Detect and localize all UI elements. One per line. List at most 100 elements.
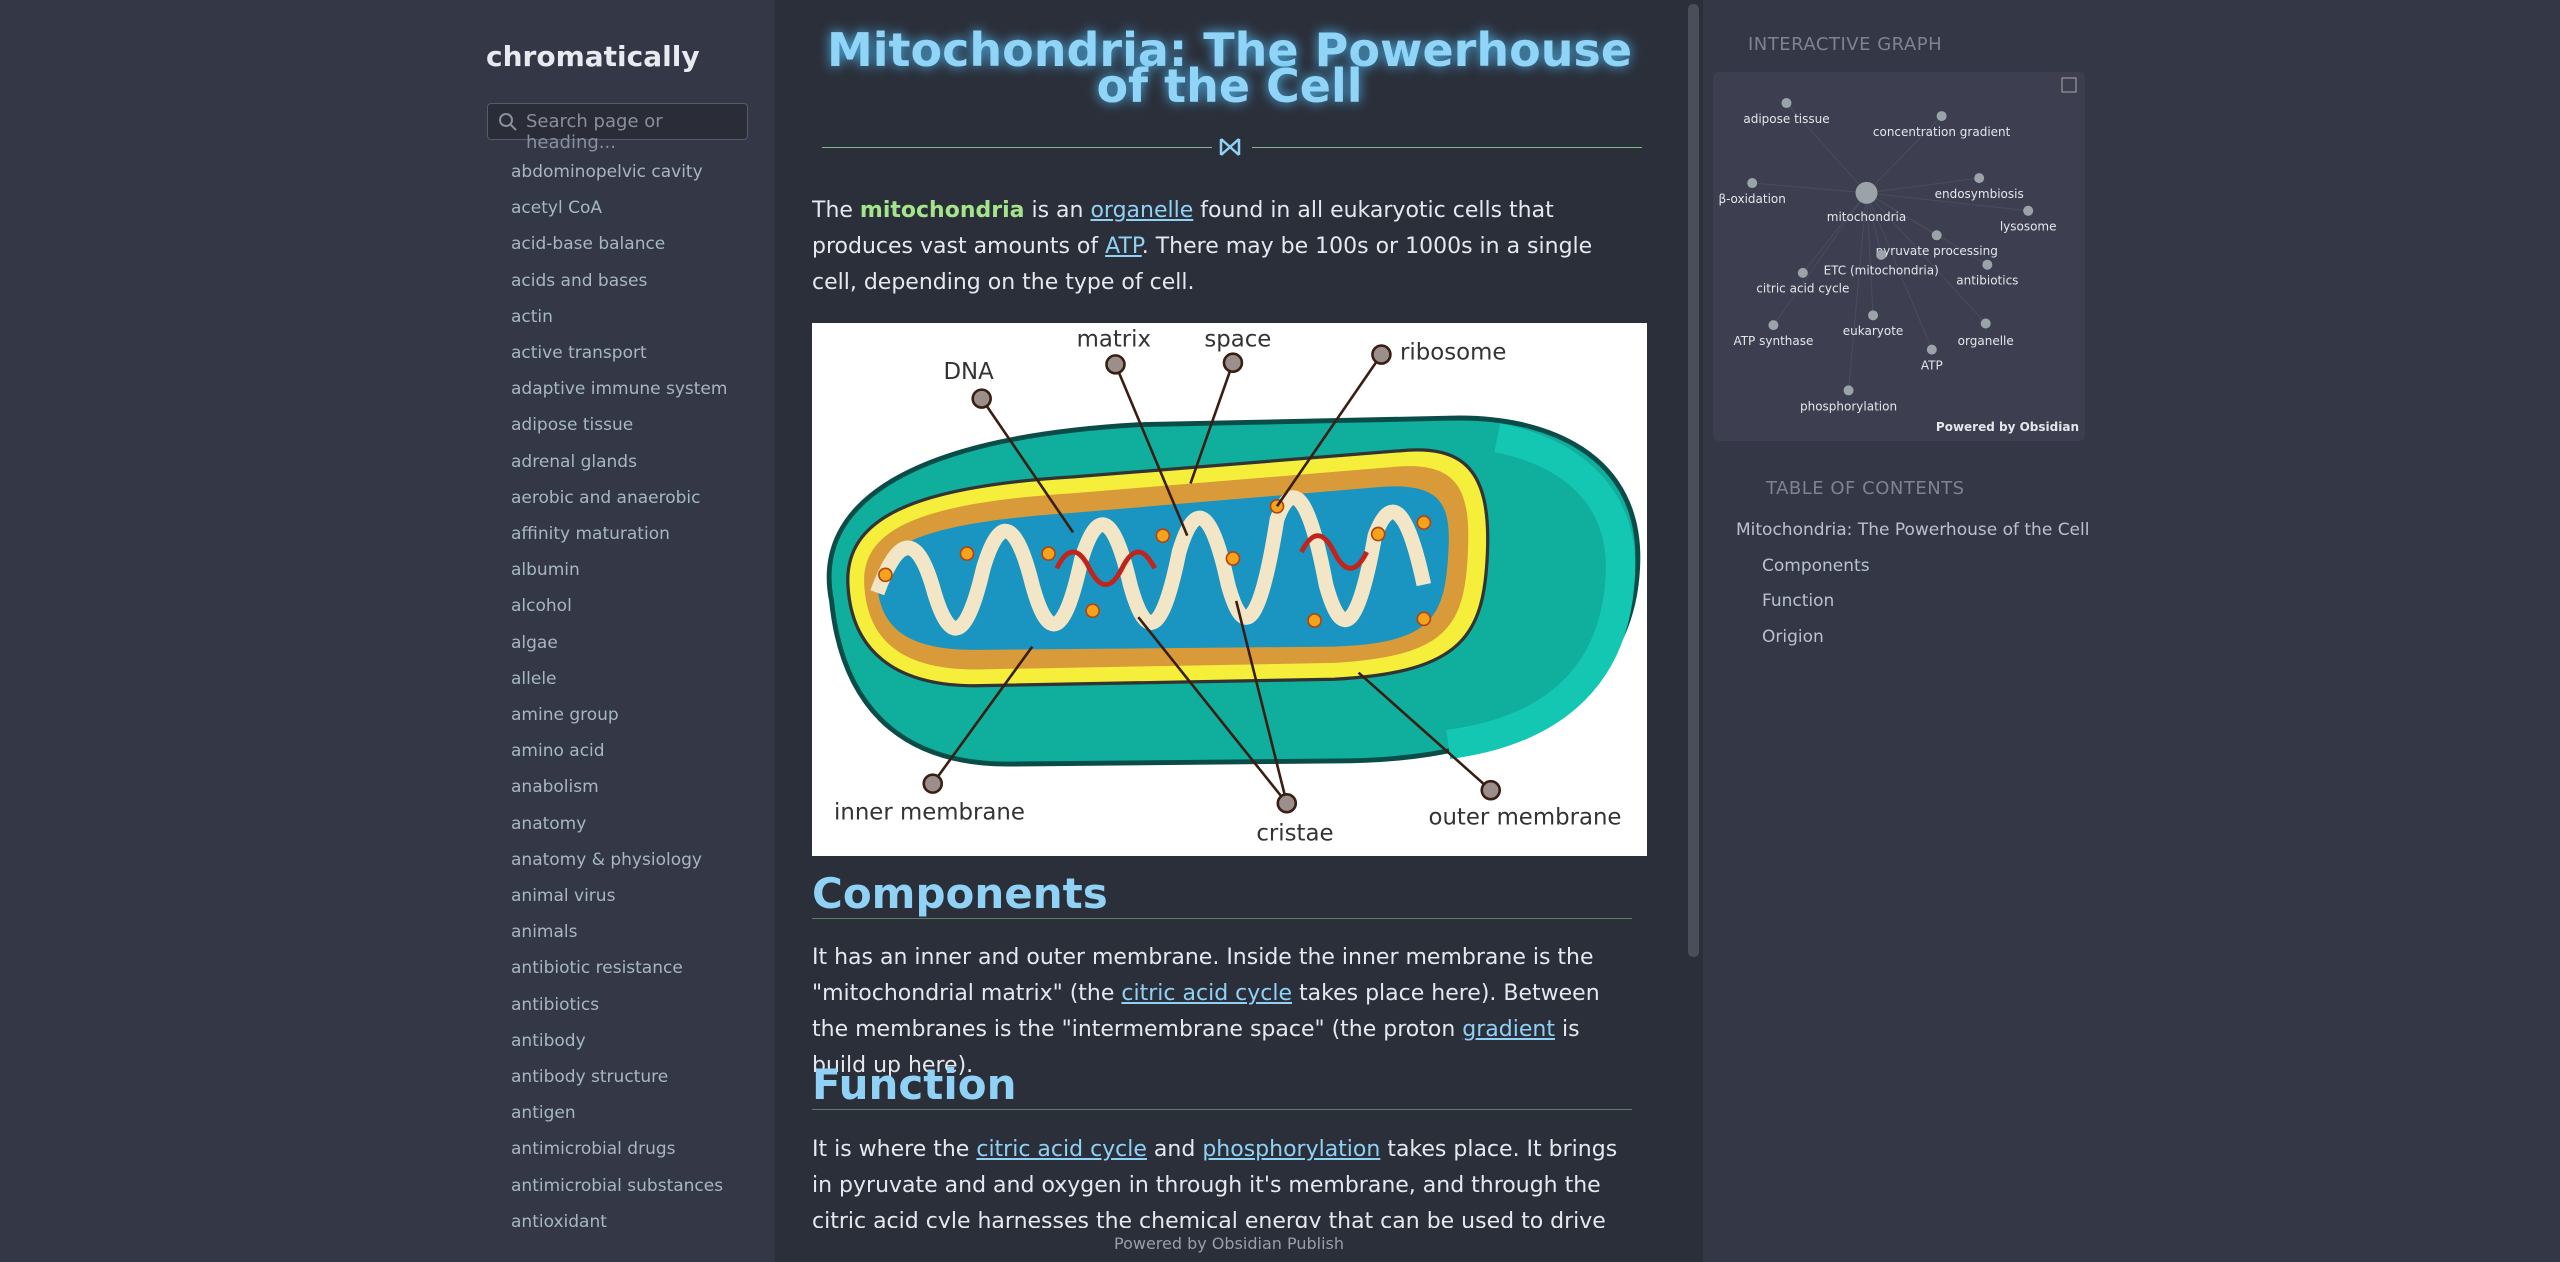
link[interactable]: citric acid cycle: [976, 1137, 1147, 1162]
figure: DNA matrix space ribosome inner membrane…: [812, 323, 1647, 856]
toc-item[interactable]: Function: [1762, 591, 1835, 611]
graph-node: [1980, 318, 1991, 329]
text: and: [1146, 1137, 1203, 1162]
graph-node: [1868, 310, 1879, 321]
expand-button[interactable]: [2061, 77, 2077, 93]
section-heading: Components: [812, 870, 1632, 919]
text: It has an inner and outer membrane. Insi…: [812, 945, 1594, 1006]
search-icon: [499, 113, 517, 131]
graph-node: [1797, 267, 1808, 278]
nav-item[interactable]: actin: [511, 306, 553, 327]
figure-label: space: [1204, 326, 1271, 352]
text: is build up here).: [812, 1017, 1580, 1078]
nav-item[interactable]: animal virus: [511, 886, 616, 906]
link[interactable]: phosphorylation: [1202, 1137, 1381, 1162]
link[interactable]: ATP: [1105, 234, 1142, 259]
graph-node: [1747, 178, 1758, 189]
graph-node: [1855, 181, 1878, 204]
nav-item[interactable]: allele: [511, 668, 557, 689]
graph-edge: [1848, 192, 1867, 391]
nav-item[interactable]: antibiotic resistance: [511, 958, 683, 979]
graph-node-label: pyruvate processing: [1876, 244, 1998, 258]
nav-item[interactable]: anatomy & physiology: [511, 849, 702, 870]
nav-item[interactable]: antimicrobial substances: [511, 1175, 724, 1196]
toc-item[interactable]: Mitochondria: The Powerhouse of the Cell: [1736, 520, 2090, 540]
link[interactable]: organelle: [1090, 198, 1194, 223]
text: found in all eukaryotic cells that produ…: [812, 198, 1554, 259]
graph-node-label: endosymbiosis: [1935, 187, 2024, 201]
scrollbar[interactable]: [1688, 4, 1699, 957]
graph-node-label: β-oxidation: [1719, 192, 1786, 206]
graph-edge: [1786, 102, 1867, 194]
graph-node: [1931, 230, 1942, 241]
graph-node-label: ATP synthase: [1733, 334, 1813, 348]
figure-label: outer membrane: [1429, 804, 1622, 830]
graph-node: [1936, 111, 1947, 122]
nav-item[interactable]: antibody: [511, 1030, 586, 1051]
nav-item[interactable]: antigen: [511, 1103, 576, 1124]
nav-item[interactable]: algae: [511, 632, 558, 653]
nav-item[interactable]: amine group: [511, 705, 619, 725]
nav-item[interactable]: anatomy: [511, 813, 587, 834]
graph-edge: [1866, 192, 2029, 212]
graph-edge: [1866, 192, 1933, 350]
toc-title: TABLE OF CONTENTS: [1766, 478, 1965, 499]
graph-node-label: organelle: [1958, 334, 2014, 348]
graph-edge: [1866, 192, 1988, 266]
text: The: [812, 198, 860, 223]
nav-item[interactable]: animals: [511, 922, 578, 943]
graph-node-label: mitochondria: [1827, 210, 1906, 224]
toc-item[interactable]: Components: [1762, 556, 1870, 576]
graph-node: [1781, 98, 1792, 109]
nav-item[interactable]: alcohol: [511, 596, 572, 617]
graph-node-label: antibiotics: [1956, 274, 2018, 288]
nav-item[interactable]: antimicrobial drugs: [511, 1139, 676, 1160]
graph-node-label: ETC (mitochondria): [1824, 264, 1939, 278]
graph-node-label: lysosome: [2000, 220, 2057, 234]
graph-edge: [1802, 192, 1867, 274]
section-heading: Function: [812, 1061, 1632, 1110]
nav-item[interactable]: anabolism: [511, 777, 599, 798]
graph-node: [1768, 320, 1779, 331]
nav-item[interactable]: adipose tissue: [511, 415, 634, 436]
nav-item[interactable]: abdominopelvic cavity: [511, 162, 703, 182]
nav-item[interactable]: acetyl CoA: [511, 198, 602, 219]
figure-label: matrix: [1077, 326, 1151, 352]
graph-node: [1926, 344, 1937, 355]
search-box[interactable]: Search page or heading...: [487, 103, 748, 153]
nav-item[interactable]: adaptive immune system: [511, 379, 728, 400]
figure-label: ribosome: [1400, 339, 1506, 365]
toc-item[interactable]: Origion: [1762, 627, 1824, 647]
graph-edge: [1866, 177, 1980, 194]
graph-node: [1876, 249, 1887, 260]
graph-canvas: adipose tissue concentration gradient β-ox…: [1719, 77, 2079, 434]
nav-item[interactable]: active transport: [511, 343, 647, 363]
sidebar: chromatically Search page or heading... …: [0, 0, 775, 1262]
nav-item[interactable]: albumin: [511, 560, 580, 581]
link[interactable]: gradient: [1462, 1017, 1555, 1042]
footer: Powered by Obsidian Publish: [1113, 1234, 1344, 1253]
graph-node: [1974, 173, 1985, 184]
nav-item[interactable]: antioxidant: [511, 1211, 607, 1232]
link[interactable]: citric acid cycle: [1121, 981, 1293, 1006]
paragraph: It is where the citric acid cycle and ph…: [812, 1132, 1632, 1228]
search-placeholder: Search page or heading...: [526, 111, 663, 153]
graph-node-label: adipose tissue: [1743, 112, 1829, 126]
site-title[interactable]: chromatically: [486, 40, 700, 73]
text: is an: [1024, 198, 1091, 223]
graph-node-label: concentration gradient: [1873, 125, 2011, 139]
nav-item[interactable]: amino acid: [511, 741, 605, 762]
graph[interactable]: adipose tissue concentration gradient β-ox…: [1713, 72, 2085, 441]
nav-item[interactable]: affinity maturation: [511, 524, 670, 544]
nav-item[interactable]: antibody structure: [511, 1067, 669, 1087]
nav-item[interactable]: acid-base balance: [511, 234, 666, 255]
nav-item[interactable]: aerobic and anaerobic: [511, 487, 701, 508]
paragraph: It has an inner and outer membrane. Insi…: [812, 940, 1632, 1084]
graph-edge: [1773, 192, 1867, 326]
nav-item[interactable]: adrenal glands: [511, 451, 637, 472]
nav-item[interactable]: acids and bases: [511, 270, 648, 291]
figure-label: inner membrane: [834, 800, 1025, 826]
nav-item[interactable]: antibiotics: [511, 994, 600, 1015]
bold: mitochondria: [859, 198, 1025, 223]
